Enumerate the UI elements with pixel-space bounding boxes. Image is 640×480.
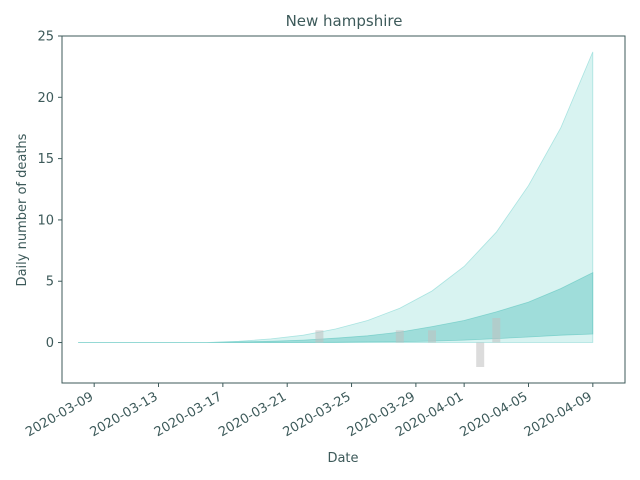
bands-layer [78, 51, 594, 343]
y-axis-title: Daily number of deaths [15, 133, 30, 286]
bar-2020-04-03 [492, 318, 501, 343]
y-tick-label: 5 [46, 275, 54, 290]
band-2 [78, 271, 594, 343]
x-tick-label: 2020-03-13 [88, 389, 161, 440]
plot-frame [61, 35, 626, 384]
y-tick-label: 20 [37, 91, 54, 106]
y-tick-label: 25 [37, 30, 54, 45]
x-axis-title: Date [327, 451, 358, 466]
x-tick-label: 2020-03-09 [23, 389, 96, 440]
x-tick-label: 2020-03-25 [281, 389, 354, 440]
bars-layer [315, 318, 501, 367]
bar-2020-03-23 [315, 330, 324, 343]
band-1 [78, 51, 594, 343]
y-tick-label: 10 [37, 213, 54, 228]
x-axis: 2020-03-092020-03-132020-03-172020-03-21… [23, 383, 595, 440]
x-tick-label: 2020-04-09 [522, 389, 595, 440]
y-tick-label: 0 [46, 336, 54, 351]
x-tick-label: 2020-03-21 [216, 389, 289, 440]
y-axis: 0 5 10 15 20 25 [37, 30, 62, 351]
bar-2020-03-30 [428, 330, 436, 343]
bar-2020-03-28 [395, 330, 404, 343]
y-tick-label: 15 [37, 152, 54, 167]
bar-2020-04-02 [476, 342, 485, 367]
x-tick-label: 2020-03-17 [152, 389, 225, 440]
x-tick-label: 2020-04-05 [458, 389, 531, 440]
chart-title: New hampshire [286, 12, 403, 30]
